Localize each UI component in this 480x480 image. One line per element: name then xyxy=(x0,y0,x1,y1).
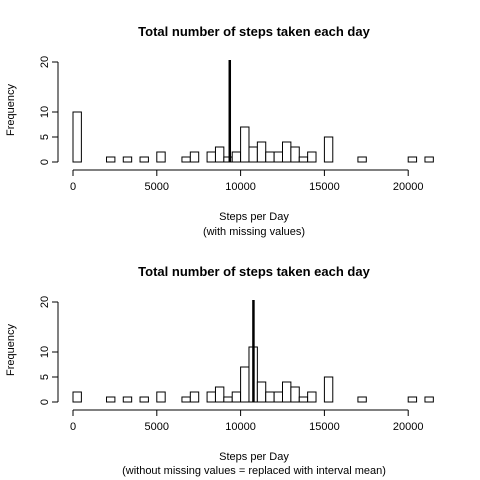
bars xyxy=(72,300,434,403)
x-tick-label: 20000 xyxy=(393,421,424,433)
y-axis-label: Frequency xyxy=(5,84,17,136)
bar-1 xyxy=(106,156,116,163)
x-tick-label: 5000 xyxy=(145,181,169,193)
bar-14 xyxy=(265,391,275,403)
bar-5 xyxy=(181,396,191,403)
bar-15 xyxy=(273,391,283,403)
y-tick-label: 5 xyxy=(39,134,51,140)
x-axis-sublabel: (without missing values = replaced with … xyxy=(122,465,386,477)
bar-14 xyxy=(265,151,275,163)
bar-0 xyxy=(72,111,82,163)
x-tick-label: 0 xyxy=(70,181,76,193)
histogram-with-missing: Total number of steps taken each day Fre… xyxy=(5,24,434,238)
bar-9 xyxy=(223,396,233,403)
bar-10 xyxy=(231,151,242,163)
y-tick-label: 10 xyxy=(39,106,51,118)
bar-17 xyxy=(290,386,300,403)
x-tick-label: 20000 xyxy=(393,181,424,193)
bar-16 xyxy=(282,381,292,403)
bar-15 xyxy=(273,151,283,163)
bars xyxy=(72,60,434,163)
bar-19 xyxy=(307,391,317,403)
bar-12 xyxy=(248,146,258,163)
bar-6 xyxy=(189,391,200,403)
bar-8 xyxy=(214,146,225,163)
bar-4 xyxy=(156,151,166,163)
y-tick-label: 0 xyxy=(39,399,51,405)
bar-23 xyxy=(424,396,434,403)
y-tick-label: 20 xyxy=(39,56,51,68)
x-tick-label: 15000 xyxy=(309,421,340,433)
x-axis-label: Steps per Day xyxy=(219,211,289,223)
bar-2 xyxy=(122,396,133,403)
bar-7 xyxy=(206,151,216,163)
bar-8 xyxy=(214,386,225,403)
bar-0 xyxy=(72,391,82,403)
bar-19 xyxy=(307,151,317,163)
bar-21 xyxy=(357,156,367,163)
bar-18 xyxy=(298,156,309,163)
bar-4 xyxy=(156,391,166,403)
bar-18 xyxy=(298,396,309,403)
bar-17 xyxy=(290,146,300,163)
bar-11 xyxy=(240,126,250,163)
bar-22 xyxy=(407,396,418,403)
y-tick-label: 10 xyxy=(39,346,51,358)
bar-6 xyxy=(189,151,200,163)
bar-11 xyxy=(240,366,250,403)
x-tick-label: 5000 xyxy=(145,421,169,433)
y-tick-label: 20 xyxy=(39,296,51,308)
bar-10 xyxy=(231,391,242,403)
axes: 0 5 10 20 0 5000 10000 15000 20000 xyxy=(39,56,423,193)
histogram-without-missing: Total number of steps taken each day Fre… xyxy=(5,264,434,477)
bar-21 xyxy=(357,396,367,403)
x-tick-label: 10000 xyxy=(225,421,256,433)
x-tick-label: 0 xyxy=(70,421,76,433)
x-tick-label: 15000 xyxy=(309,181,340,193)
bar-7 xyxy=(206,391,216,403)
x-axis-sublabel: (with missing values) xyxy=(203,226,305,238)
bar-22 xyxy=(407,156,418,163)
bar-2 xyxy=(122,156,133,163)
x-tick-label: 10000 xyxy=(225,181,256,193)
axes: 0 5 10 20 0 5000 10000 15000 20000 xyxy=(39,296,423,433)
bar-20 xyxy=(323,136,334,163)
bar-20 xyxy=(323,376,334,403)
bar-1 xyxy=(106,396,116,403)
bar-3 xyxy=(139,156,149,163)
chart-title: Total number of steps taken each day xyxy=(138,24,370,39)
bar-5 xyxy=(181,156,191,163)
bar-16 xyxy=(282,141,292,163)
bar-3 xyxy=(139,396,149,403)
x-axis-label: Steps per Day xyxy=(219,451,289,463)
y-axis-label: Frequency xyxy=(5,324,17,376)
bar-13 xyxy=(256,381,267,403)
y-tick-label: 0 xyxy=(39,159,51,165)
bar-23 xyxy=(424,156,434,163)
chart-title: Total number of steps taken each day xyxy=(138,264,370,279)
bar-13 xyxy=(256,141,267,163)
y-tick-label: 5 xyxy=(39,374,51,380)
